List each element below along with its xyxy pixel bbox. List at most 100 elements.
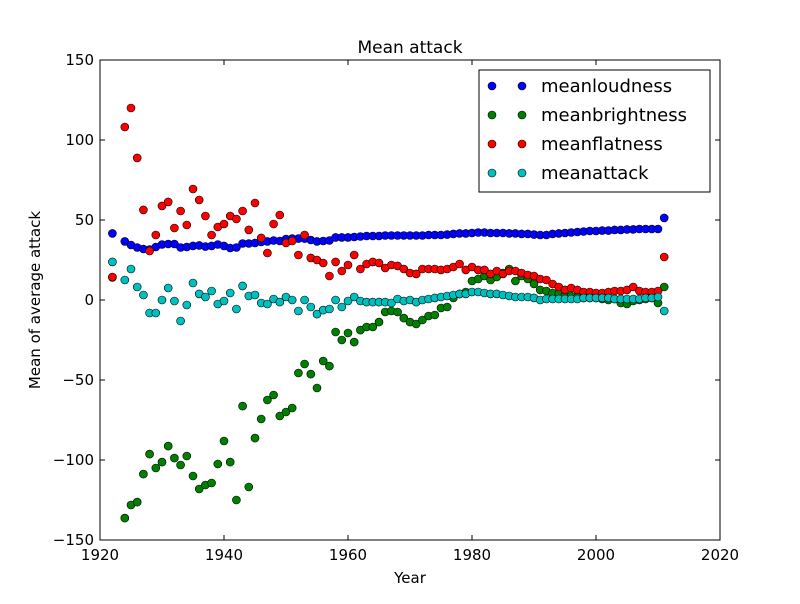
legend-item-meanattack: meanattack [487,163,649,184]
data-point [269,390,278,400]
data-point [126,103,136,113]
data-point [232,214,241,224]
data-point [480,265,489,275]
data-point [306,369,316,379]
x-tick-label: 2020 [701,546,739,564]
data-point [238,281,247,291]
data-point [368,322,378,332]
data-point [418,315,427,325]
data-point [659,252,669,262]
data-point [120,513,130,523]
data-point [653,292,663,302]
data-point [337,266,347,276]
data-point [349,337,359,347]
data-point [139,205,148,215]
data-point [263,299,272,309]
data-point [219,219,229,229]
data-point [356,264,365,274]
data-point [188,184,198,194]
data-point [263,248,272,258]
data-point [163,441,173,451]
data-point [132,153,142,163]
data-point [442,302,452,312]
y-tick-label: 50 [75,211,94,229]
data-point [325,304,334,314]
legend-label: meanloudness [541,76,672,97]
legend-label: meanbrightness [541,105,687,126]
data-point [232,243,241,252]
data-point [219,296,229,306]
data-point [659,213,669,223]
data-point [343,260,353,270]
data-point [263,395,272,405]
legend-marker [517,110,527,120]
axis-ticks: 1920 1940 1960 1980 2000 2020 −150 −100 −50 0 50 10… [53,51,739,564]
data-point [244,482,254,492]
legend-item-meanflatness: meanflatness [487,134,663,155]
data-point [287,403,297,413]
y-tick-label: −100 [53,451,94,469]
x-axis-label: Year [393,569,427,587]
data-point [108,272,117,282]
data-point [325,271,334,281]
series-meanbrightness [108,264,669,523]
data-point [318,258,328,268]
chart-title: Mean attack [357,38,462,58]
data-point [542,275,551,285]
data-point [393,307,402,317]
data-point [225,288,235,298]
data-point [132,497,142,507]
legend-marker [517,139,527,149]
data-point [157,295,167,305]
data-point [312,383,322,393]
data-point [238,401,247,411]
data-point [182,451,192,461]
x-tick-label: 1960 [329,546,367,564]
data-point [349,250,359,260]
data-point [213,459,223,469]
data-point [163,283,173,293]
data-point [182,220,192,230]
data-point [188,278,198,288]
data-point [455,259,464,269]
legend-marker [487,81,497,91]
data-point [157,201,167,211]
data-point [201,292,210,302]
data-point [300,230,309,240]
data-point [108,229,117,238]
y-tick-label: −50 [62,371,94,389]
legend-marker [487,168,497,178]
data-point [145,246,154,256]
data-point [170,453,179,463]
data-point [275,411,285,421]
legend-marker [517,168,527,178]
data-point [207,478,216,488]
data-point [108,257,117,267]
data-point [287,236,297,246]
data-point [170,223,179,233]
series-meanattack [108,257,669,326]
data-point [176,460,185,470]
data-point [132,282,142,292]
legend-marker [517,81,527,91]
data-point [294,368,303,378]
data-point [511,276,520,286]
data-point [275,297,285,307]
data-point [232,495,241,505]
data-point [281,407,291,417]
x-tick-label: 1920 [81,546,119,564]
data-points [108,103,669,523]
legend-label: meanflatness [541,134,663,155]
data-point [325,361,334,371]
y-tick-label: 100 [65,131,94,149]
data-point [331,327,340,337]
data-point [170,296,179,306]
data-point [287,295,297,305]
data-point [225,457,235,467]
data-point [176,316,185,326]
data-point [139,290,148,300]
series-meanflatness [108,103,669,298]
legend-marker [487,110,497,120]
